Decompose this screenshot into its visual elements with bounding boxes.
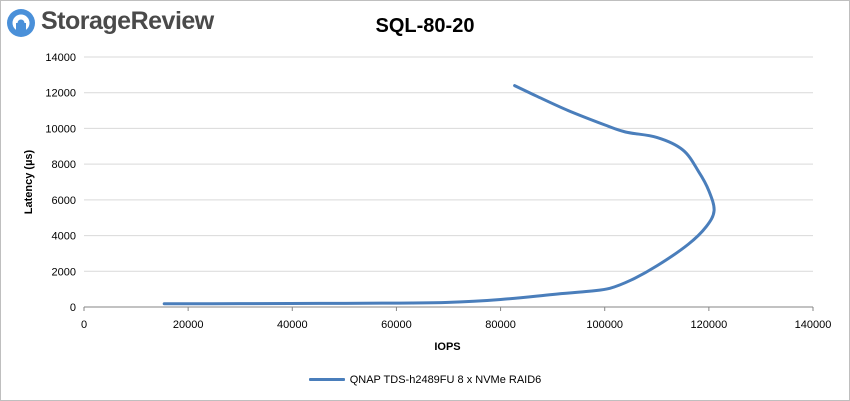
legend-swatch [308,378,345,381]
brand-name: StorageReview [41,7,214,35]
y-tick-label: 12000 [45,88,76,100]
x-tick-label: 120000 [690,319,727,331]
series-line [162,84,716,306]
x-tick-label: 140000 [795,319,832,331]
y-tick-label: 6000 [52,195,76,207]
x-tick-label: 80000 [485,319,516,331]
y-tick-label: 0 [70,302,76,314]
x-tick-label: 20000 [173,319,204,331]
legend: QNAP TDS-h2489FU 8 x NVMe RAID6 [1,372,849,386]
y-tick-label: 4000 [52,231,76,243]
storagereview-logo-icon [7,9,35,37]
y-tick-label: 14000 [45,52,76,64]
y-axis-label: Latency (µs) [23,149,35,214]
legend-label: QNAP TDS-h2489FU 8 x NVMe RAID6 [349,373,542,386]
x-tick-label: 40000 [277,319,308,331]
legend-entry: QNAP TDS-h2489FU 8 x NVMe RAID6 [308,373,542,386]
y-tick-label: 2000 [52,266,76,278]
y-tick-label: 8000 [52,159,76,171]
y-tick-label: 10000 [45,123,76,135]
x-tick-label: 0 [81,319,87,331]
x-tick-label: 100000 [586,319,623,331]
x-axis-label: IOPS [434,341,460,353]
chart-title: SQL-80-20 [375,15,475,37]
storagereview-logo: StorageReview [5,5,235,39]
x-tick-label: 60000 [381,319,412,331]
